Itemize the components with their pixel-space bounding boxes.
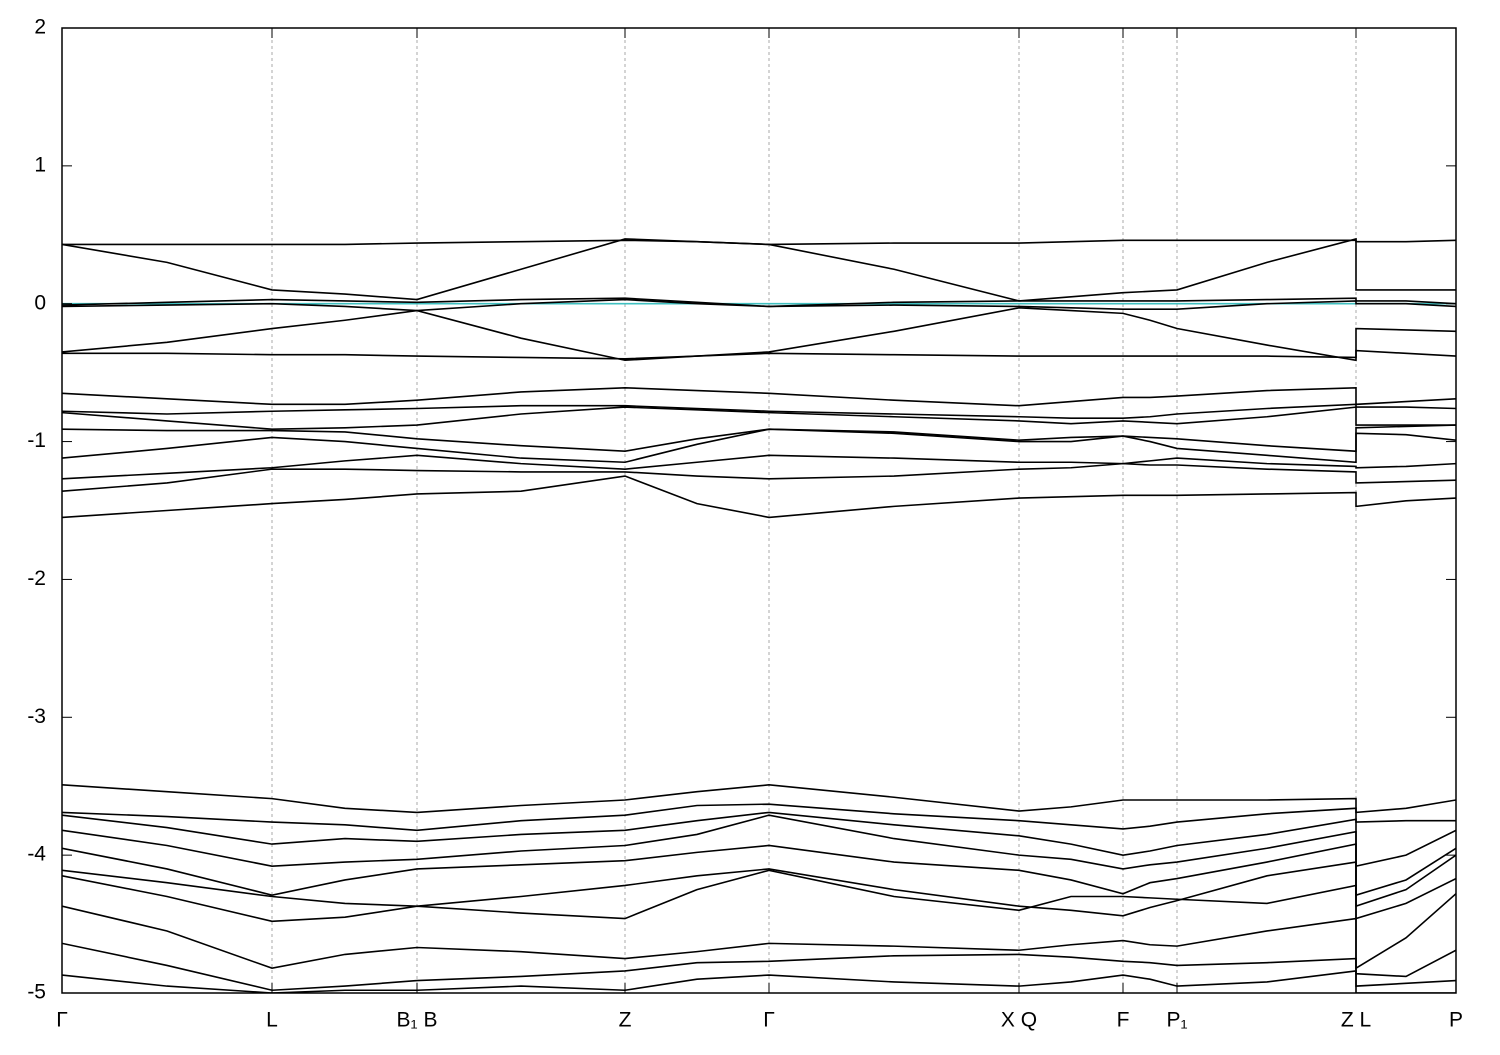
x-tick-label: Γ (56, 1009, 68, 1032)
band-line (62, 297, 1456, 308)
x-tick-label: F (1117, 1009, 1130, 1032)
band-line (62, 784, 1456, 814)
band-line (62, 803, 1456, 832)
band-line (62, 386, 1456, 407)
x-tick-label: Γ (763, 1009, 775, 1032)
x-tick-label: P₁ (1166, 1009, 1187, 1032)
plot-frame (61, 27, 1457, 994)
y-tick-label: 0 (34, 291, 46, 314)
band-line (62, 454, 1456, 480)
y-tick-label: -4 (27, 843, 46, 866)
x-tick-label: X Q (1001, 1009, 1037, 1032)
y-tick-label: 2 (34, 16, 46, 39)
band-line (62, 239, 1456, 246)
x-tick-label: B₁ B (397, 1009, 438, 1032)
y-tick-label: -1 (27, 429, 46, 452)
band-line (62, 462, 1456, 492)
band-line (62, 814, 1456, 897)
x-tick-label: P (1449, 1009, 1463, 1032)
band-line (62, 298, 1456, 312)
y-tick-label: -2 (27, 567, 46, 590)
band-line (62, 811, 1456, 868)
band-line (62, 475, 1456, 519)
band-line (62, 905, 1456, 978)
band-line (62, 843, 1456, 908)
y-tick-label: -3 (27, 705, 46, 728)
band-line (62, 349, 1456, 360)
band-line (62, 424, 1456, 453)
band-line (62, 869, 1456, 970)
band-line (62, 942, 1456, 992)
band-line (62, 403, 1456, 419)
x-tick-label: Z L (1341, 1009, 1371, 1032)
band-line (62, 237, 1456, 302)
band-line (62, 428, 1456, 464)
x-tick-label: L (266, 1009, 278, 1032)
y-tick-label: -5 (27, 981, 46, 1004)
ticks: -5 -4 -3 -2 -1 0 1 2 Γ L B₁ B Z Γ X Q F P₁ Z L P (27, 16, 1463, 1032)
bands (62, 237, 1456, 993)
band-line (62, 861, 1456, 920)
x-tick-label: Z (619, 1009, 632, 1032)
band-line (62, 406, 1456, 430)
band-line (62, 970, 1456, 993)
y-tick-label: 1 (34, 153, 46, 176)
